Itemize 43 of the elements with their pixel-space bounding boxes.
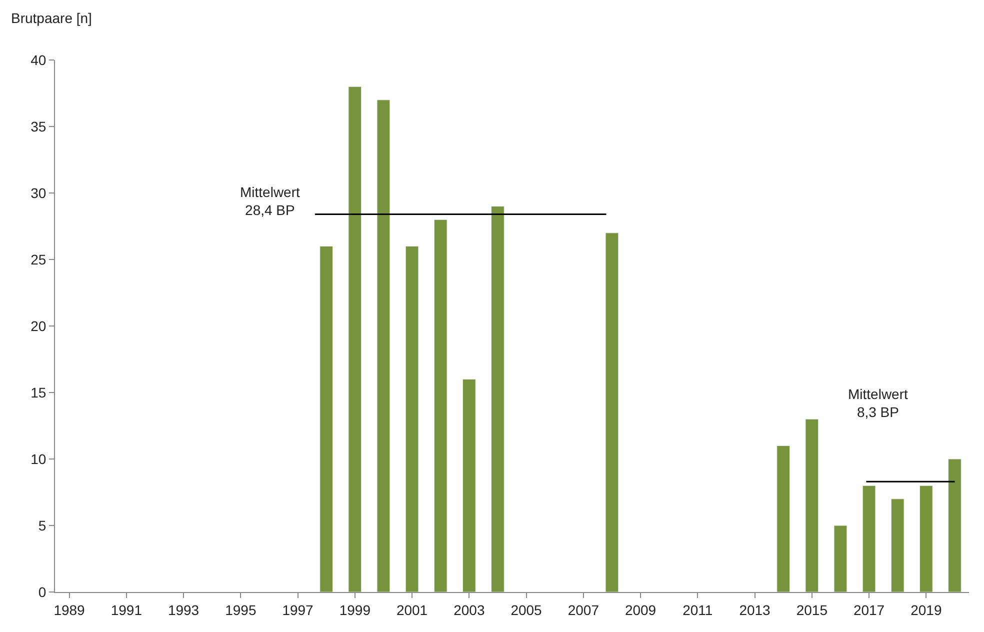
bar (890, 498, 904, 592)
x-tick-label: 2001 (396, 602, 428, 618)
y-tick-label: 15 (30, 384, 46, 400)
x-tick-label: 2005 (510, 602, 542, 618)
x-tick-label: 1991 (110, 602, 142, 618)
x-tick-label: 1997 (282, 602, 314, 618)
x-tick-label: 1993 (168, 602, 200, 618)
x-tick-label: 2009 (624, 602, 656, 618)
x-tick-label: 2003 (454, 602, 485, 618)
y-tick-label: 40 (30, 52, 46, 68)
y-tick-label: 35 (30, 118, 46, 134)
x-tick-label: 2019 (910, 602, 942, 618)
bar (376, 100, 390, 592)
x-tick-label: 1999 (339, 602, 371, 618)
bar (805, 418, 819, 592)
bar (834, 525, 848, 592)
x-tick-label: 1989 (54, 602, 86, 618)
x-tick-label: 2011 (682, 602, 713, 618)
bar (405, 246, 419, 592)
y-axis-title: Brutpaare [n] (11, 10, 92, 26)
bar (320, 246, 334, 592)
bar (776, 445, 790, 592)
annotation: Mittelwert 28,4 BP (240, 184, 300, 218)
x-tick-label: 1995 (225, 602, 256, 618)
y-tick-label: 5 (38, 517, 46, 534)
y-tick-label: 30 (30, 184, 46, 201)
x-tick-label: 2007 (568, 602, 600, 618)
bar (434, 219, 448, 592)
y-tick-label: 20 (30, 318, 46, 334)
y-tick-label: 0 (38, 584, 46, 600)
bar (462, 378, 476, 592)
bar (491, 206, 504, 592)
bar (348, 86, 362, 592)
bar (605, 232, 619, 592)
y-tick-label: 10 (30, 450, 46, 467)
x-tick-label: 2015 (796, 602, 828, 618)
bar (948, 458, 962, 592)
bar (862, 485, 876, 592)
bar (919, 485, 933, 592)
annotation: Mittelwert 8,3 BP (848, 386, 908, 420)
y-tick-label: 25 (30, 251, 46, 268)
x-tick-label: 2017 (853, 602, 885, 618)
x-tick-label: 2013 (739, 602, 771, 618)
